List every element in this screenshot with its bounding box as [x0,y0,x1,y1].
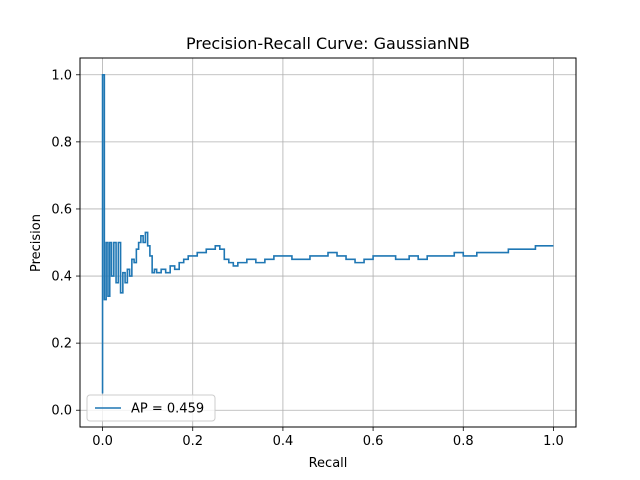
x-axis-label: Recall [309,456,348,471]
plot-area-frame [79,57,577,428]
legend-entry-ap: AP = 0.459 [131,402,204,417]
y-tick-label: 1.0 [51,68,72,83]
y-axis-label: Precision [29,214,44,272]
chart-title: Precision-Recall Curve: GaussianNB [186,34,470,53]
grid [80,58,576,427]
x-axis-ticks: 0.0 0.2 0.4 0.6 0.8 1.0 [92,427,564,449]
x-tick-label: 0.0 [92,434,113,449]
y-tick-label: 0.8 [51,135,72,150]
y-tick-label: 0.6 [51,202,72,217]
x-tick-label: 0.8 [453,434,474,449]
x-tick-label: 0.6 [363,434,384,449]
legend: AP = 0.459 [86,394,216,422]
y-tick-label: 0.0 [51,404,72,419]
y-axis-ticks: 0.0 0.2 0.4 0.6 0.8 1.0 [51,68,80,419]
x-tick-label: 0.4 [273,434,294,449]
y-tick-label: 0.4 [51,270,72,285]
y-tick-label: 0.2 [51,337,72,352]
legend-box [86,394,216,422]
x-tick-label: 1.0 [543,434,564,449]
series-layer [101,73,554,394]
series-line-0 [101,73,554,394]
x-tick-label: 0.2 [182,434,203,449]
